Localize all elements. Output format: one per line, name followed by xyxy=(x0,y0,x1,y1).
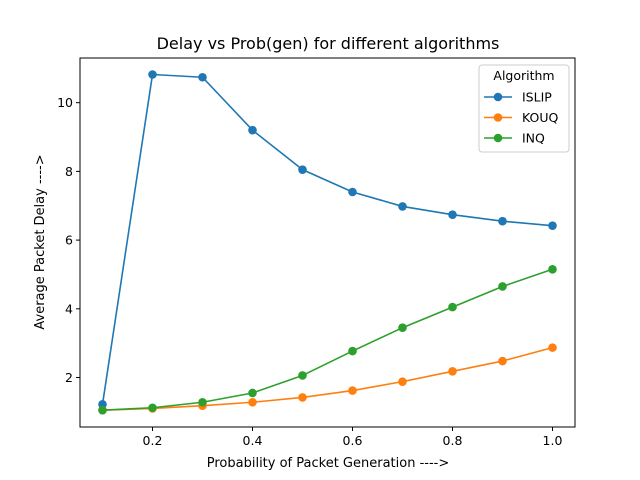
plot-area xyxy=(79,57,576,428)
data-point-islip xyxy=(198,72,207,82)
legend-label: ISLIP xyxy=(522,90,552,105)
data-point-islip xyxy=(248,125,257,135)
x-tick-label: 0.2 xyxy=(143,433,163,448)
data-point-inq xyxy=(148,403,157,413)
legend-frame xyxy=(478,64,570,153)
y-axis: 2 4 6 8 10 xyxy=(57,95,80,385)
series-line-inq xyxy=(102,268,553,411)
y-tick-label: 4 xyxy=(65,301,73,316)
data-point-islip xyxy=(298,165,307,174)
data-point-islip xyxy=(148,70,157,79)
legend-item-islip: ISLIP xyxy=(484,90,552,105)
y-axis-label: Average Packet Delay ----> xyxy=(33,154,48,329)
x-tick-label: 0.4 xyxy=(243,433,263,448)
legend-swatch-marker xyxy=(493,113,503,122)
data-point-inq xyxy=(548,264,557,274)
data-point-islip xyxy=(498,216,507,226)
data-point-kouq xyxy=(248,397,257,407)
data-point-islip xyxy=(448,210,457,219)
data-point-inq xyxy=(298,371,307,380)
y-tick-label: 2 xyxy=(65,370,73,385)
data-point-kouq xyxy=(398,377,407,386)
y-tick-label: 8 xyxy=(65,164,73,179)
x-tick-label: 1.0 xyxy=(543,433,563,448)
data-point-kouq xyxy=(498,356,507,366)
data-point-inq xyxy=(348,346,357,356)
x-axis-label: Probability of Packet Generation ----> xyxy=(207,456,450,471)
plot-frame xyxy=(79,57,576,428)
legend-label: INQ xyxy=(522,131,545,146)
series-kouq xyxy=(98,343,557,415)
y-tick-label: 6 xyxy=(65,233,73,248)
data-point-inq xyxy=(498,282,507,291)
legend-swatch-marker xyxy=(493,92,503,102)
data-point-islip xyxy=(348,187,357,197)
series-line-islip xyxy=(101,73,553,405)
data-point-islip xyxy=(398,202,407,211)
y-tick-label: 10 xyxy=(57,95,73,110)
data-point-kouq xyxy=(548,343,557,352)
data-point-kouq xyxy=(448,367,457,376)
legend-title: Algorithm xyxy=(493,68,554,83)
data-point-inq xyxy=(448,302,457,312)
x-axis: 0.2 0.4 0.6 0.8 1.0 xyxy=(143,427,563,448)
data-point-inq xyxy=(198,397,207,407)
legend-item-inq: INQ xyxy=(484,131,545,146)
data-point-kouq xyxy=(298,393,307,402)
chart-title: Delay vs Prob(gen) for different algorit… xyxy=(157,34,500,53)
x-tick-label: 0.6 xyxy=(343,433,363,448)
legend-item-kouq: KOUQ xyxy=(484,110,559,125)
data-point-inq xyxy=(248,388,257,398)
data-point-inq xyxy=(398,323,407,333)
data-point-islip xyxy=(548,221,557,230)
series-islip xyxy=(98,70,557,409)
legend-swatch-marker xyxy=(493,133,503,143)
legend-label: KOUQ xyxy=(522,110,559,125)
series-inq xyxy=(98,264,557,415)
x-tick-label: 0.8 xyxy=(443,433,463,448)
legend: Algorithm ISLIP KOUQ INQ xyxy=(478,64,570,153)
series-line-kouq xyxy=(102,346,553,411)
data-point-inq xyxy=(98,405,107,415)
data-point-kouq xyxy=(348,386,357,395)
